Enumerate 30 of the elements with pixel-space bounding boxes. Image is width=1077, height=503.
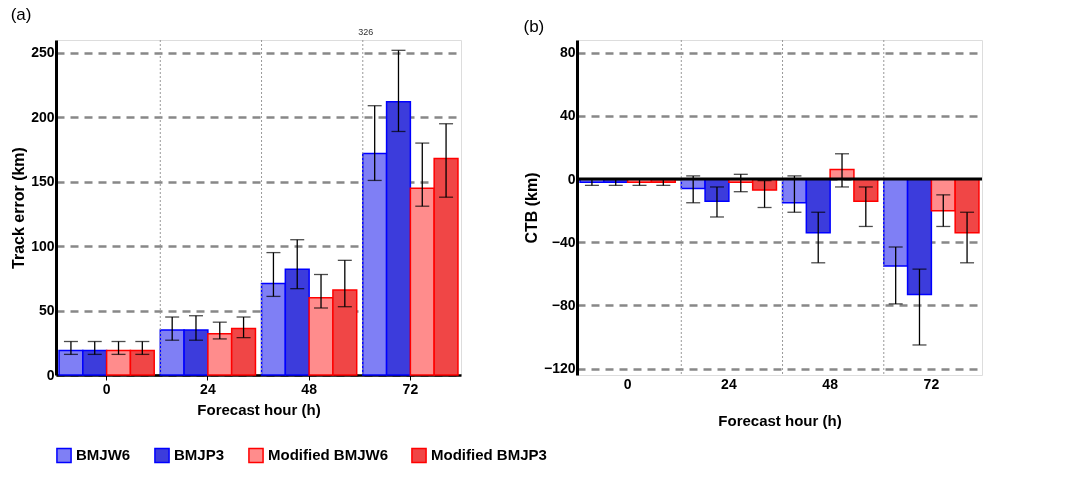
- text: 326: [358, 27, 374, 37]
- y-tick-label: −40: [551, 233, 576, 250]
- legend-label: BMJP3: [174, 446, 225, 464]
- legend-label: Modified BMJP3: [431, 446, 547, 464]
- y-tick-label: 40: [559, 107, 576, 124]
- x-tick-label: 48: [301, 380, 318, 397]
- y-tick-label: 80: [559, 44, 576, 61]
- x-tick-label: 48: [822, 375, 839, 392]
- legend-label: BMJW6: [76, 446, 131, 464]
- y-tick-label: −80: [551, 296, 576, 313]
- chart-title: (b): [523, 16, 545, 36]
- legend-label: Modified BMJW6: [268, 446, 388, 464]
- y-tick-label: 150: [31, 173, 55, 190]
- x-tick-label: 0: [102, 380, 111, 397]
- x-tick-label: 0: [623, 375, 632, 392]
- x-tick-label: 24: [200, 380, 216, 397]
- y-tick-label: 250: [31, 44, 55, 61]
- x-tick-label: 72: [923, 375, 940, 392]
- y-tick-label: 0: [567, 170, 576, 187]
- y-axis-title: Track error (km): [10, 147, 28, 269]
- y-tick-label: 50: [38, 302, 55, 319]
- x-tick-label: 72: [402, 380, 419, 397]
- x-axis-title: Forecast hour (h): [718, 411, 842, 429]
- y-axis-title: CTB (km): [522, 172, 540, 244]
- y-tick-label: 100: [31, 237, 55, 254]
- x-axis-title: Forecast hour (h): [197, 400, 321, 418]
- x-tick-label: 24: [721, 375, 737, 392]
- y-tick-label: −120: [543, 360, 576, 377]
- y-tick-label: 200: [31, 108, 55, 125]
- chart-title: (a): [10, 5, 32, 24]
